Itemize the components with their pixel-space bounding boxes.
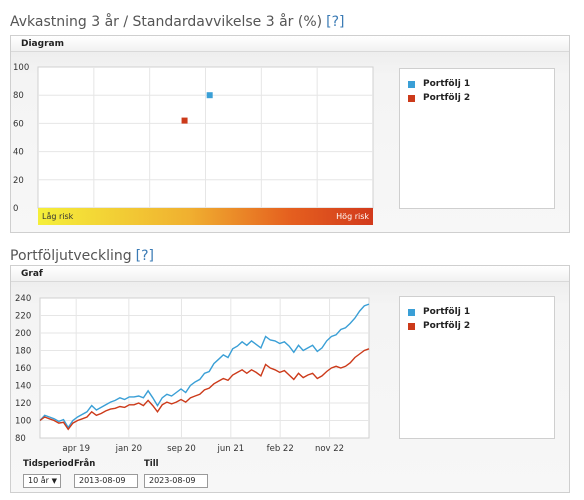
- x-tick-label: apr 19: [62, 444, 90, 454]
- risk-return-help-link[interactable]: [?]: [326, 14, 345, 30]
- portfolio-development-help-link[interactable]: [?]: [135, 248, 154, 264]
- low-risk-label: Låg risk: [42, 211, 74, 221]
- portfolio-development-chart: apr 19 jan 20 sep 20 jun 21 feb 22 nov 22 80 10…: [15, 294, 370, 454]
- y-tick-label: 80: [15, 434, 26, 444]
- portfolio-development-title-text: Portföljutveckling: [10, 248, 132, 264]
- legend-label-portfolj-2: Portfölj 2: [423, 321, 471, 331]
- risk-return-panel-header: Diagram: [11, 36, 569, 52]
- x-tick-label: jun 21: [216, 444, 244, 454]
- portfolio-development-panel-header: Graf: [11, 266, 569, 282]
- y-tick-label: 200: [15, 329, 31, 339]
- risk-return-title-text: Avkastning 3 år / Standardavvikelse 3 år…: [10, 14, 323, 30]
- data-point-portfolj-1: [206, 92, 213, 99]
- data-point-portfolj-2: [181, 117, 188, 124]
- series-line-portfolj-1: [39, 303, 370, 429]
- y-tick-label: 100: [13, 63, 29, 73]
- y-tick-label: 160: [15, 364, 31, 374]
- y-tick-label: 80: [13, 91, 24, 101]
- chevron-down-icon: ▼: [51, 477, 57, 485]
- y-tick-label: 40: [13, 148, 24, 158]
- legend-label-portfolj-1: Portfölj 1: [423, 307, 471, 317]
- y-tick-label: 120: [15, 399, 31, 409]
- x-tick-label: nov 22: [315, 444, 344, 454]
- legend-label-portfolj-2: Portfölj 2: [423, 93, 471, 103]
- risk-return-chart: 0 20 40 60 80 100 Låg risk Hög risk: [13, 63, 374, 225]
- y-tick-label: 20: [13, 176, 24, 186]
- legend-item-portfolj-2[interactable]: Portfölj 2: [408, 321, 470, 331]
- y-tick-label: 60: [13, 119, 24, 129]
- x-tick-label: jan 20: [115, 444, 142, 454]
- to-date-input[interactable]: 2023-08-09: [144, 474, 208, 488]
- legend-item-portfolj-2[interactable]: Portfölj 2: [408, 93, 470, 103]
- risk-return-legend: Portfölj 1 Portfölj 2: [399, 68, 555, 209]
- y-tick-label: 100: [15, 417, 31, 427]
- legend-swatch-portfolj-2: [408, 94, 415, 102]
- risk-return-panel: Diagram 0 20 40 60 80 100 Låg risk Hög risk Por…: [10, 35, 570, 233]
- portfolio-development-legend: Portfölj 1 Portfölj 2: [399, 296, 555, 439]
- portfolio-development-title: Portföljutveckling [?]: [10, 248, 154, 264]
- x-tick-label: feb 22: [267, 444, 294, 454]
- y-tick-label: 0: [13, 204, 18, 214]
- legend-swatch-portfolj-2: [408, 322, 415, 330]
- high-risk-label: Hög risk: [336, 212, 369, 221]
- period-select-value: 10 år: [28, 476, 49, 485]
- risk-gradient-bar: [38, 208, 373, 225]
- legend-item-portfolj-1[interactable]: Portfölj 1: [408, 307, 470, 317]
- legend-label-portfolj-1: Portfölj 1: [423, 79, 471, 89]
- y-tick-label: 140: [15, 382, 31, 392]
- to-label: Till: [144, 459, 159, 469]
- risk-return-title: Avkastning 3 år / Standardavvikelse 3 år…: [10, 14, 344, 30]
- from-label: Från: [74, 459, 96, 469]
- period-label: Tidsperiod: [23, 459, 74, 469]
- y-tick-label: 240: [15, 294, 31, 304]
- legend-item-portfolj-1[interactable]: Portfölj 1: [408, 79, 470, 89]
- x-tick-label: sep 20: [167, 444, 196, 454]
- y-tick-label: 180: [15, 347, 31, 357]
- legend-swatch-portfolj-1: [408, 80, 415, 88]
- y-tick-label: 220: [15, 312, 31, 322]
- series-line-portfolj-2: [39, 348, 370, 431]
- period-select[interactable]: 10 år ▼: [23, 474, 61, 488]
- portfolio-development-panel: Graf apr 19 jan 20 sep 20 jun 21 feb 22 nov 2…: [10, 265, 570, 493]
- legend-swatch-portfolj-1: [408, 308, 415, 316]
- from-date-input[interactable]: 2013-08-09: [74, 474, 138, 488]
